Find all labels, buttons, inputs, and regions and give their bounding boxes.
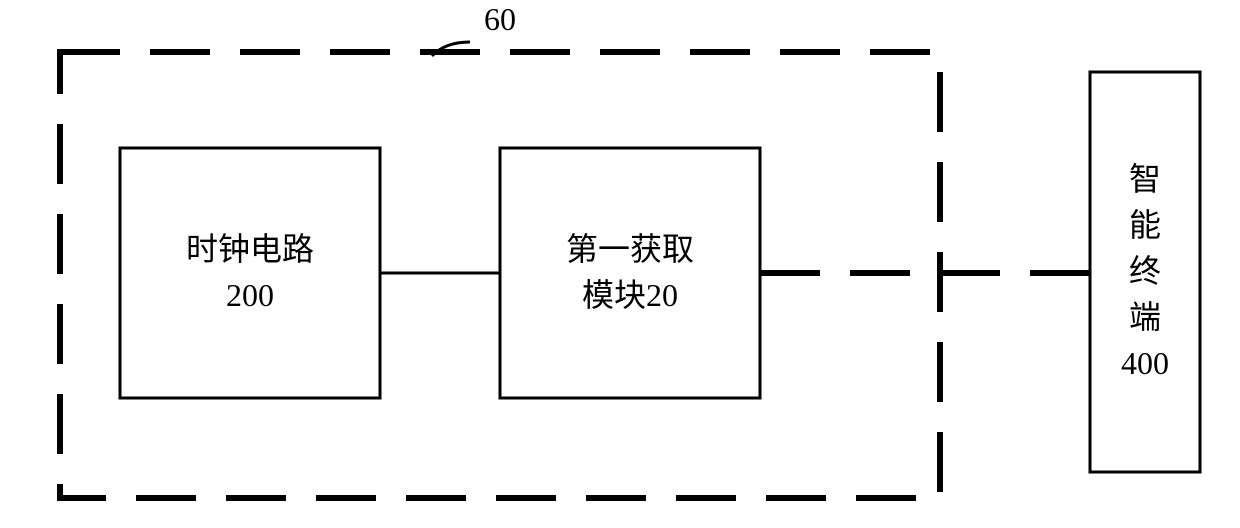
first-acquisition-box bbox=[500, 148, 760, 398]
smart-terminal-label-char: 能 bbox=[1129, 207, 1161, 243]
first-acquisition-label-line2: 模块20 bbox=[582, 277, 678, 313]
smart-terminal-label-char: 智 bbox=[1129, 161, 1161, 197]
smart-terminal-label-char: 400 bbox=[1121, 345, 1169, 381]
clock-circuit-label-line2: 200 bbox=[226, 277, 274, 313]
smart-terminal-label: 智能终端 400 bbox=[1121, 161, 1169, 381]
smart-terminal-label-char: 终 bbox=[1129, 253, 1161, 289]
smart-terminal-label-char: 端 bbox=[1129, 299, 1161, 335]
clock-circuit-box bbox=[120, 148, 380, 398]
block-diagram: 60 时钟电路 200 第一获取 模块20 智能终端 400 bbox=[0, 0, 1240, 528]
clock-circuit-label-line1: 时钟电路 bbox=[186, 231, 314, 267]
first-acquisition-label-line1: 第一获取 bbox=[566, 231, 694, 267]
container-label: 60 bbox=[484, 1, 516, 37]
